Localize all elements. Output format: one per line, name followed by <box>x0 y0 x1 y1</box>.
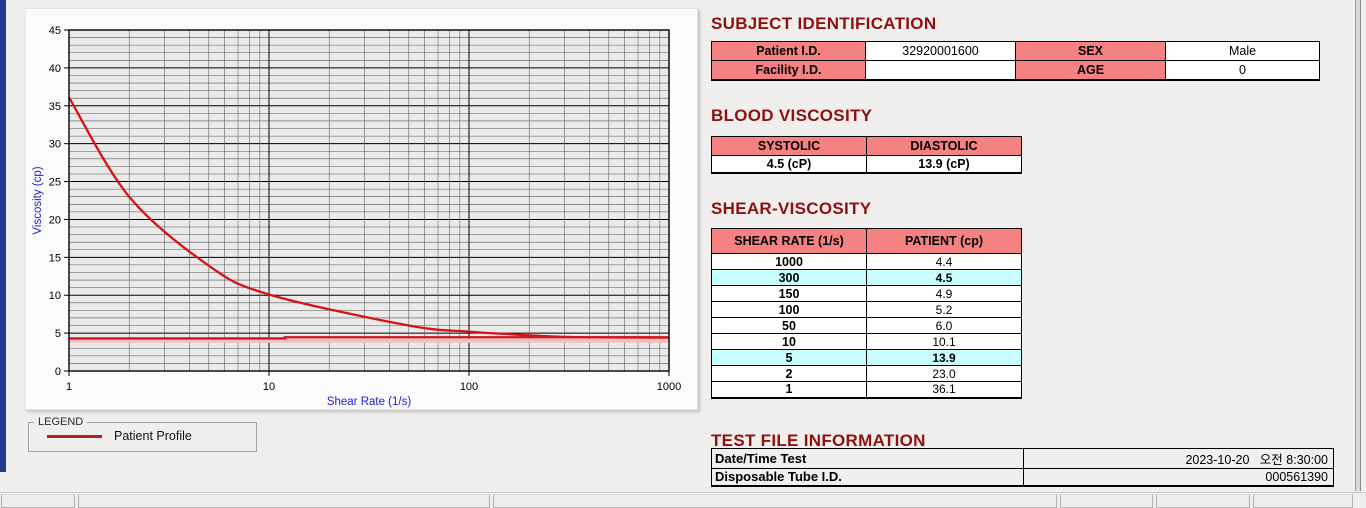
background-window-fragment[interactable] <box>1 494 75 508</box>
shear-row: 50 6.0 <box>711 317 1022 334</box>
svg-text:Shear Rate (1/s): Shear Rate (1/s) <box>327 396 412 408</box>
svg-text:35: 35 <box>49 101 61 113</box>
background-window-fragment[interactable] <box>1156 494 1250 508</box>
shear-row: 100 5.2 <box>711 301 1022 318</box>
patient-cp-cell: 10.1 <box>866 333 1022 350</box>
legend-item-label: Patient Profile <box>114 429 192 443</box>
age-label: AGE <box>1015 60 1166 81</box>
svg-text:10: 10 <box>49 290 61 302</box>
svg-text:15: 15 <box>49 252 61 264</box>
svg-text:1: 1 <box>66 381 72 393</box>
shear-row: 2 23.0 <box>711 365 1022 382</box>
background-window-fragment[interactable] <box>78 494 490 508</box>
test-file-information-table: Date/Time Test 2023-10-20 오전 8:30:00 Dis… <box>711 448 1334 487</box>
shear-rate-cell: 1000 <box>711 253 867 270</box>
shear-viscosity-chart: 0 5 10 15 20 25 30 35 40 45 1 10 100 1000 Shear Rate (… <box>32 25 681 408</box>
shear-viscosity-table: SHEAR RATE (1/s) PATIENT (cp) 1000 4.4 300… <box>711 228 1022 399</box>
svg-text:1000: 1000 <box>657 381 681 393</box>
svg-text:40: 40 <box>49 63 61 75</box>
svg-text:0: 0 <box>55 366 61 378</box>
table-row: Date/Time Test 2023-10-20 오전 8:30:00 <box>711 448 1334 469</box>
diastolic-header: DIASTOLIC <box>866 136 1022 156</box>
subject-identification-table: Patient I.D. 32920001600 SEX Male Facili… <box>711 41 1320 81</box>
shear-row: 5 13.9 <box>711 349 1022 366</box>
facility-id-value <box>865 60 1016 81</box>
facility-id-label: Facility I.D. <box>711 60 866 81</box>
svg-text:30: 30 <box>49 139 61 151</box>
patient-cp-cell: 4.5 <box>866 269 1022 286</box>
svg-text:45: 45 <box>49 25 61 37</box>
shear-viscosity-title: SHEAR-VISCOSITY <box>711 199 872 218</box>
date-time-test-value: 2023-10-20 오전 8:30:00 <box>1023 448 1334 469</box>
background-window-fragment[interactable] <box>493 494 1057 508</box>
date-time-test-label: Date/Time Test <box>711 448 1024 469</box>
subject-identification-title: SUBJECT IDENTIFICATION <box>711 14 937 33</box>
patient-profile-line-icon <box>47 434 102 438</box>
svg-text:5: 5 <box>55 328 61 340</box>
patient-cp-cell: 5.2 <box>866 301 1022 318</box>
svg-text:10: 10 <box>263 381 275 393</box>
systolic-value: 4.5 (cP) <box>711 155 867 174</box>
window-seam <box>0 492 1366 493</box>
table-row: Patient I.D. 32920001600 SEX Male <box>711 41 1320 61</box>
window-edge-strip <box>0 0 6 472</box>
shear-rate-cell: 150 <box>711 285 867 302</box>
background-window-fragment[interactable] <box>1060 494 1153 508</box>
patient-cp-header: PATIENT (cp) <box>866 228 1022 254</box>
table-row: 4.5 (cP) 13.9 (cP) <box>711 155 1022 174</box>
svg-text:25: 25 <box>49 177 61 189</box>
legend-title: LEGEND <box>38 416 84 428</box>
svg-text:20: 20 <box>49 214 61 226</box>
shear-rate-cell: 10 <box>711 333 867 350</box>
shear-row: 1000 4.4 <box>711 253 1022 270</box>
shear-rate-cell: 1 <box>711 381 867 399</box>
shear-row: 1 36.1 <box>711 381 1022 399</box>
shear-viscosity-chart-panel: 0 5 10 15 20 25 30 35 40 45 1 10 100 1000 Shear Rate (… <box>25 8 698 410</box>
svg-text:Viscosity (cp): Viscosity (cp) <box>32 166 44 234</box>
patient-cp-cell: 13.9 <box>866 349 1022 366</box>
blood-viscosity-title: BLOOD VISCOSITY <box>711 106 873 125</box>
shear-row: 150 4.9 <box>711 285 1022 302</box>
legend-item: Patient Profile <box>29 428 256 443</box>
table-row: SYSTOLIC DIASTOLIC <box>711 136 1022 156</box>
diastolic-value: 13.9 (cP) <box>866 155 1022 174</box>
sex-label: SEX <box>1015 41 1166 61</box>
disposable-tube-id-label: Disposable Tube I.D. <box>711 468 1024 487</box>
table-row: Disposable Tube I.D. 000561390 <box>711 468 1334 487</box>
shear-rate-cell: 50 <box>711 317 867 334</box>
patient-cp-cell: 36.1 <box>866 381 1022 399</box>
background-window-fragment[interactable] <box>1253 494 1353 508</box>
shear-rate-cell: 2 <box>711 365 867 382</box>
patient-id-label: Patient I.D. <box>711 41 866 61</box>
shear-row: 300 4.5 <box>711 269 1022 286</box>
age-value: 0 <box>1165 60 1320 81</box>
shear-table-body: 1000 4.4 300 4.5 150 4.9 100 5.2 50 6.0 10 10.1 5 13.… <box>711 253 1022 399</box>
shear-rate-header: SHEAR RATE (1/s) <box>711 228 867 254</box>
test-file-information-title: TEST FILE INFORMATION <box>711 431 926 450</box>
patient-cp-cell: 6.0 <box>866 317 1022 334</box>
patient-cp-cell: 4.4 <box>866 253 1022 270</box>
shear-rate-cell: 5 <box>711 349 867 366</box>
systolic-header: SYSTOLIC <box>711 136 867 156</box>
patient-id-value: 32920001600 <box>865 41 1016 61</box>
svg-text:100: 100 <box>460 381 478 393</box>
shear-rate-cell: 300 <box>711 269 867 286</box>
shear-row: 10 10.1 <box>711 333 1022 350</box>
shear-rate-cell: 100 <box>711 301 867 318</box>
disposable-tube-id-value: 000561390 <box>1023 468 1334 487</box>
sex-value: Male <box>1165 41 1320 61</box>
patient-cp-cell: 23.0 <box>866 365 1022 382</box>
table-row: SHEAR RATE (1/s) PATIENT (cp) <box>711 228 1022 254</box>
patient-cp-cell: 4.9 <box>866 285 1022 302</box>
table-row: Facility I.D. AGE 0 <box>711 60 1320 81</box>
legend-box: LEGEND Patient Profile <box>28 416 257 452</box>
window-right-edge <box>1355 0 1361 491</box>
blood-viscosity-table: SYSTOLIC DIASTOLIC 4.5 (cP) 13.9 (cP) <box>711 136 1022 174</box>
